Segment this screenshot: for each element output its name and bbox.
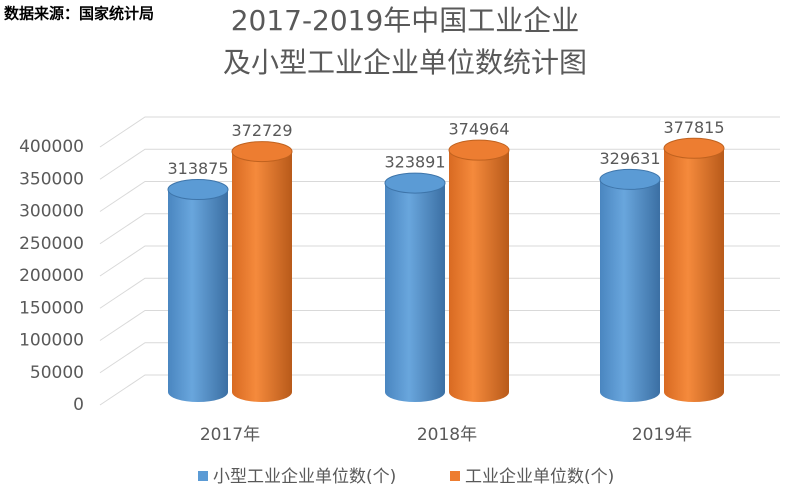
grid-line [99,342,780,374]
legend-swatch [450,471,460,481]
y-tick-label: 400000 [19,137,84,157]
x-tick-label: 2019年 [632,425,692,445]
grid-line [99,181,780,212]
bar-top [167,179,229,201]
value-label: 374964 [448,120,509,139]
grid-line [99,213,780,245]
y-tick-label: 350000 [19,169,84,189]
x-tick-label: 2018年 [417,425,477,445]
source-note: 数据来源：国家统计局 [4,5,154,23]
grid-line [99,116,780,148]
y-tick-label: 300000 [19,202,84,222]
bar-top [663,137,725,159]
y-tick-label: 100000 [19,331,84,351]
bar [664,148,724,402]
bar [600,179,660,402]
value-label: 372729 [231,121,292,140]
bar [168,189,228,402]
legend-label: 小型工业企业单位数(个) [213,467,396,487]
y-tick-label: 150000 [19,298,84,318]
chart-title: 及小型工业企业单位数统计图 [223,46,587,79]
bar [385,183,445,402]
y-tick-label: 200000 [19,266,84,286]
bar-top [599,168,661,190]
grid-line [99,245,780,277]
x-tick-label: 2017年 [200,425,260,445]
bar-top [384,172,446,194]
grid-line [99,374,780,406]
grid-line [99,277,780,309]
value-label: 313875 [167,159,228,178]
y-tick-label: 0 [73,395,84,415]
bar-top [231,141,293,163]
y-tick-label: 50000 [30,363,84,383]
value-label: 323891 [384,153,445,172]
bar-top [448,139,510,161]
value-label: 329631 [599,149,660,168]
grid-line [99,310,780,341]
grid-line [99,148,780,180]
chart-title: 2017-2019年中国工业企业 [231,4,580,37]
bar [232,151,292,402]
y-tick-label: 250000 [19,234,84,254]
legend-swatch [198,471,208,481]
value-label: 377815 [663,118,724,137]
legend-label: 工业企业单位数(个) [465,467,614,487]
bar [449,150,509,402]
